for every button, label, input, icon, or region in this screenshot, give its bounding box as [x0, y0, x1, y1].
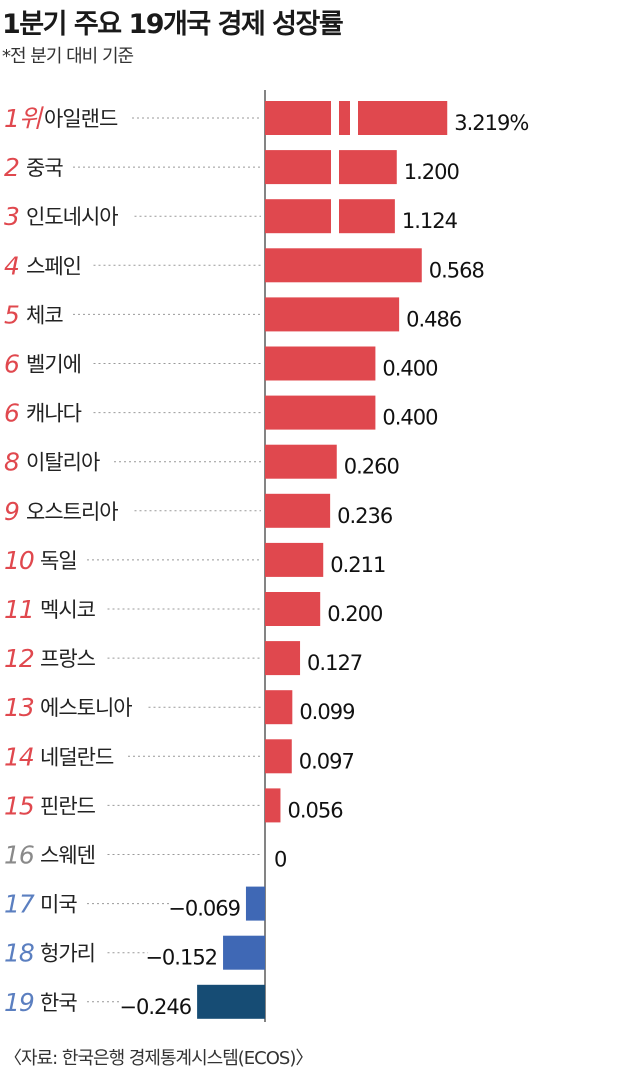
- bar: [223, 935, 265, 970]
- rank-label: 4: [4, 251, 19, 280]
- rank-label: 13: [4, 693, 34, 722]
- chart-subtitle: *전 분기 대비 기준: [2, 46, 134, 67]
- rank-label: 3: [4, 202, 19, 231]
- source-note: 〈자료: 한국은행 경제통계시스템(ECOS)〉: [4, 1048, 313, 1069]
- bar: [265, 248, 422, 283]
- country-label: 독일: [40, 549, 77, 573]
- axis-break-gap: [331, 149, 339, 186]
- country-label: 이탈리아: [26, 451, 100, 475]
- bar: [265, 641, 301, 676]
- value-label: 0.099: [299, 700, 354, 724]
- rank-label: 2: [4, 153, 19, 182]
- rank-label: 15: [4, 791, 34, 820]
- value-label: 0: [274, 848, 286, 872]
- country-label: 한국: [40, 991, 77, 1015]
- value-label: 0.260: [344, 455, 399, 479]
- bar: [265, 395, 376, 430]
- country-label: 중국: [26, 156, 63, 180]
- bar: [265, 592, 321, 626]
- rank-label: 19: [4, 988, 34, 1017]
- value-label: 0.400: [382, 406, 437, 430]
- rank-label: 18: [4, 939, 34, 968]
- bar: [245, 886, 265, 921]
- country-label: 오스트리아: [26, 500, 118, 524]
- bar: [265, 444, 337, 479]
- country-label: 체코: [26, 303, 63, 327]
- bar: [265, 788, 281, 823]
- bar: [265, 199, 395, 234]
- country-label: 캐나다: [26, 402, 82, 426]
- rank-label: 5: [4, 300, 19, 329]
- country-label: 벨기에: [26, 353, 81, 377]
- bar: [265, 493, 331, 528]
- country-label: 스웨덴: [40, 844, 95, 868]
- country-label: 멕시코: [40, 598, 96, 622]
- rank-label: 12: [4, 644, 34, 673]
- value-label: 0.097: [299, 749, 354, 773]
- country-label: 미국: [40, 893, 77, 917]
- value-label: 3.219%: [454, 111, 528, 135]
- bar: [265, 150, 397, 185]
- value-label: −0.152: [145, 946, 217, 970]
- value-label: 1.200: [404, 160, 459, 184]
- country-label: 에스토니아: [40, 696, 132, 720]
- value-label: 0.056: [287, 798, 343, 822]
- country-label: 핀란드: [40, 794, 96, 818]
- bar: [265, 297, 400, 332]
- value-label: 0.400: [382, 357, 437, 381]
- rank-label: 6: [4, 350, 19, 379]
- country-label: 네덜란드: [40, 745, 114, 769]
- value-label: −0.069: [168, 897, 240, 921]
- value-label: 0.200: [327, 602, 382, 626]
- country-label: 아일랜드: [44, 107, 118, 131]
- country-label: 헝가리: [40, 942, 95, 966]
- axis-break-gap: [331, 198, 339, 235]
- bar: [265, 739, 292, 774]
- bar: [265, 690, 293, 725]
- rank-label: 16: [4, 841, 34, 870]
- bar: [265, 346, 376, 381]
- value-label: 0.211: [330, 553, 385, 577]
- rank-label: 6: [4, 399, 19, 428]
- bar: [197, 984, 265, 1019]
- axis-break-gap: [350, 100, 358, 136]
- country-label: 프랑스: [40, 647, 96, 671]
- rank-label: 8: [4, 448, 19, 477]
- axis-break-gap: [331, 100, 339, 136]
- rank-label: 17: [4, 890, 35, 919]
- value-label: 0.486: [406, 307, 462, 331]
- value-label: 0.568: [429, 258, 484, 282]
- rank-label: 1위: [4, 104, 44, 133]
- rank-label: 10: [4, 546, 34, 575]
- chart-title: 1분기 주요 19개국 경제 성장률: [2, 9, 344, 40]
- value-label: 0.127: [307, 651, 362, 675]
- country-label: 인도네시아: [26, 205, 118, 229]
- rank-label: 9: [4, 497, 19, 526]
- value-label: 0.236: [337, 504, 393, 528]
- country-label: 스페인: [26, 254, 81, 278]
- bar: [265, 542, 324, 577]
- rank-label: 11: [4, 595, 34, 624]
- value-label: 1.124: [402, 209, 458, 233]
- rank-label: 14: [4, 742, 34, 771]
- value-label: −0.246: [119, 995, 191, 1019]
